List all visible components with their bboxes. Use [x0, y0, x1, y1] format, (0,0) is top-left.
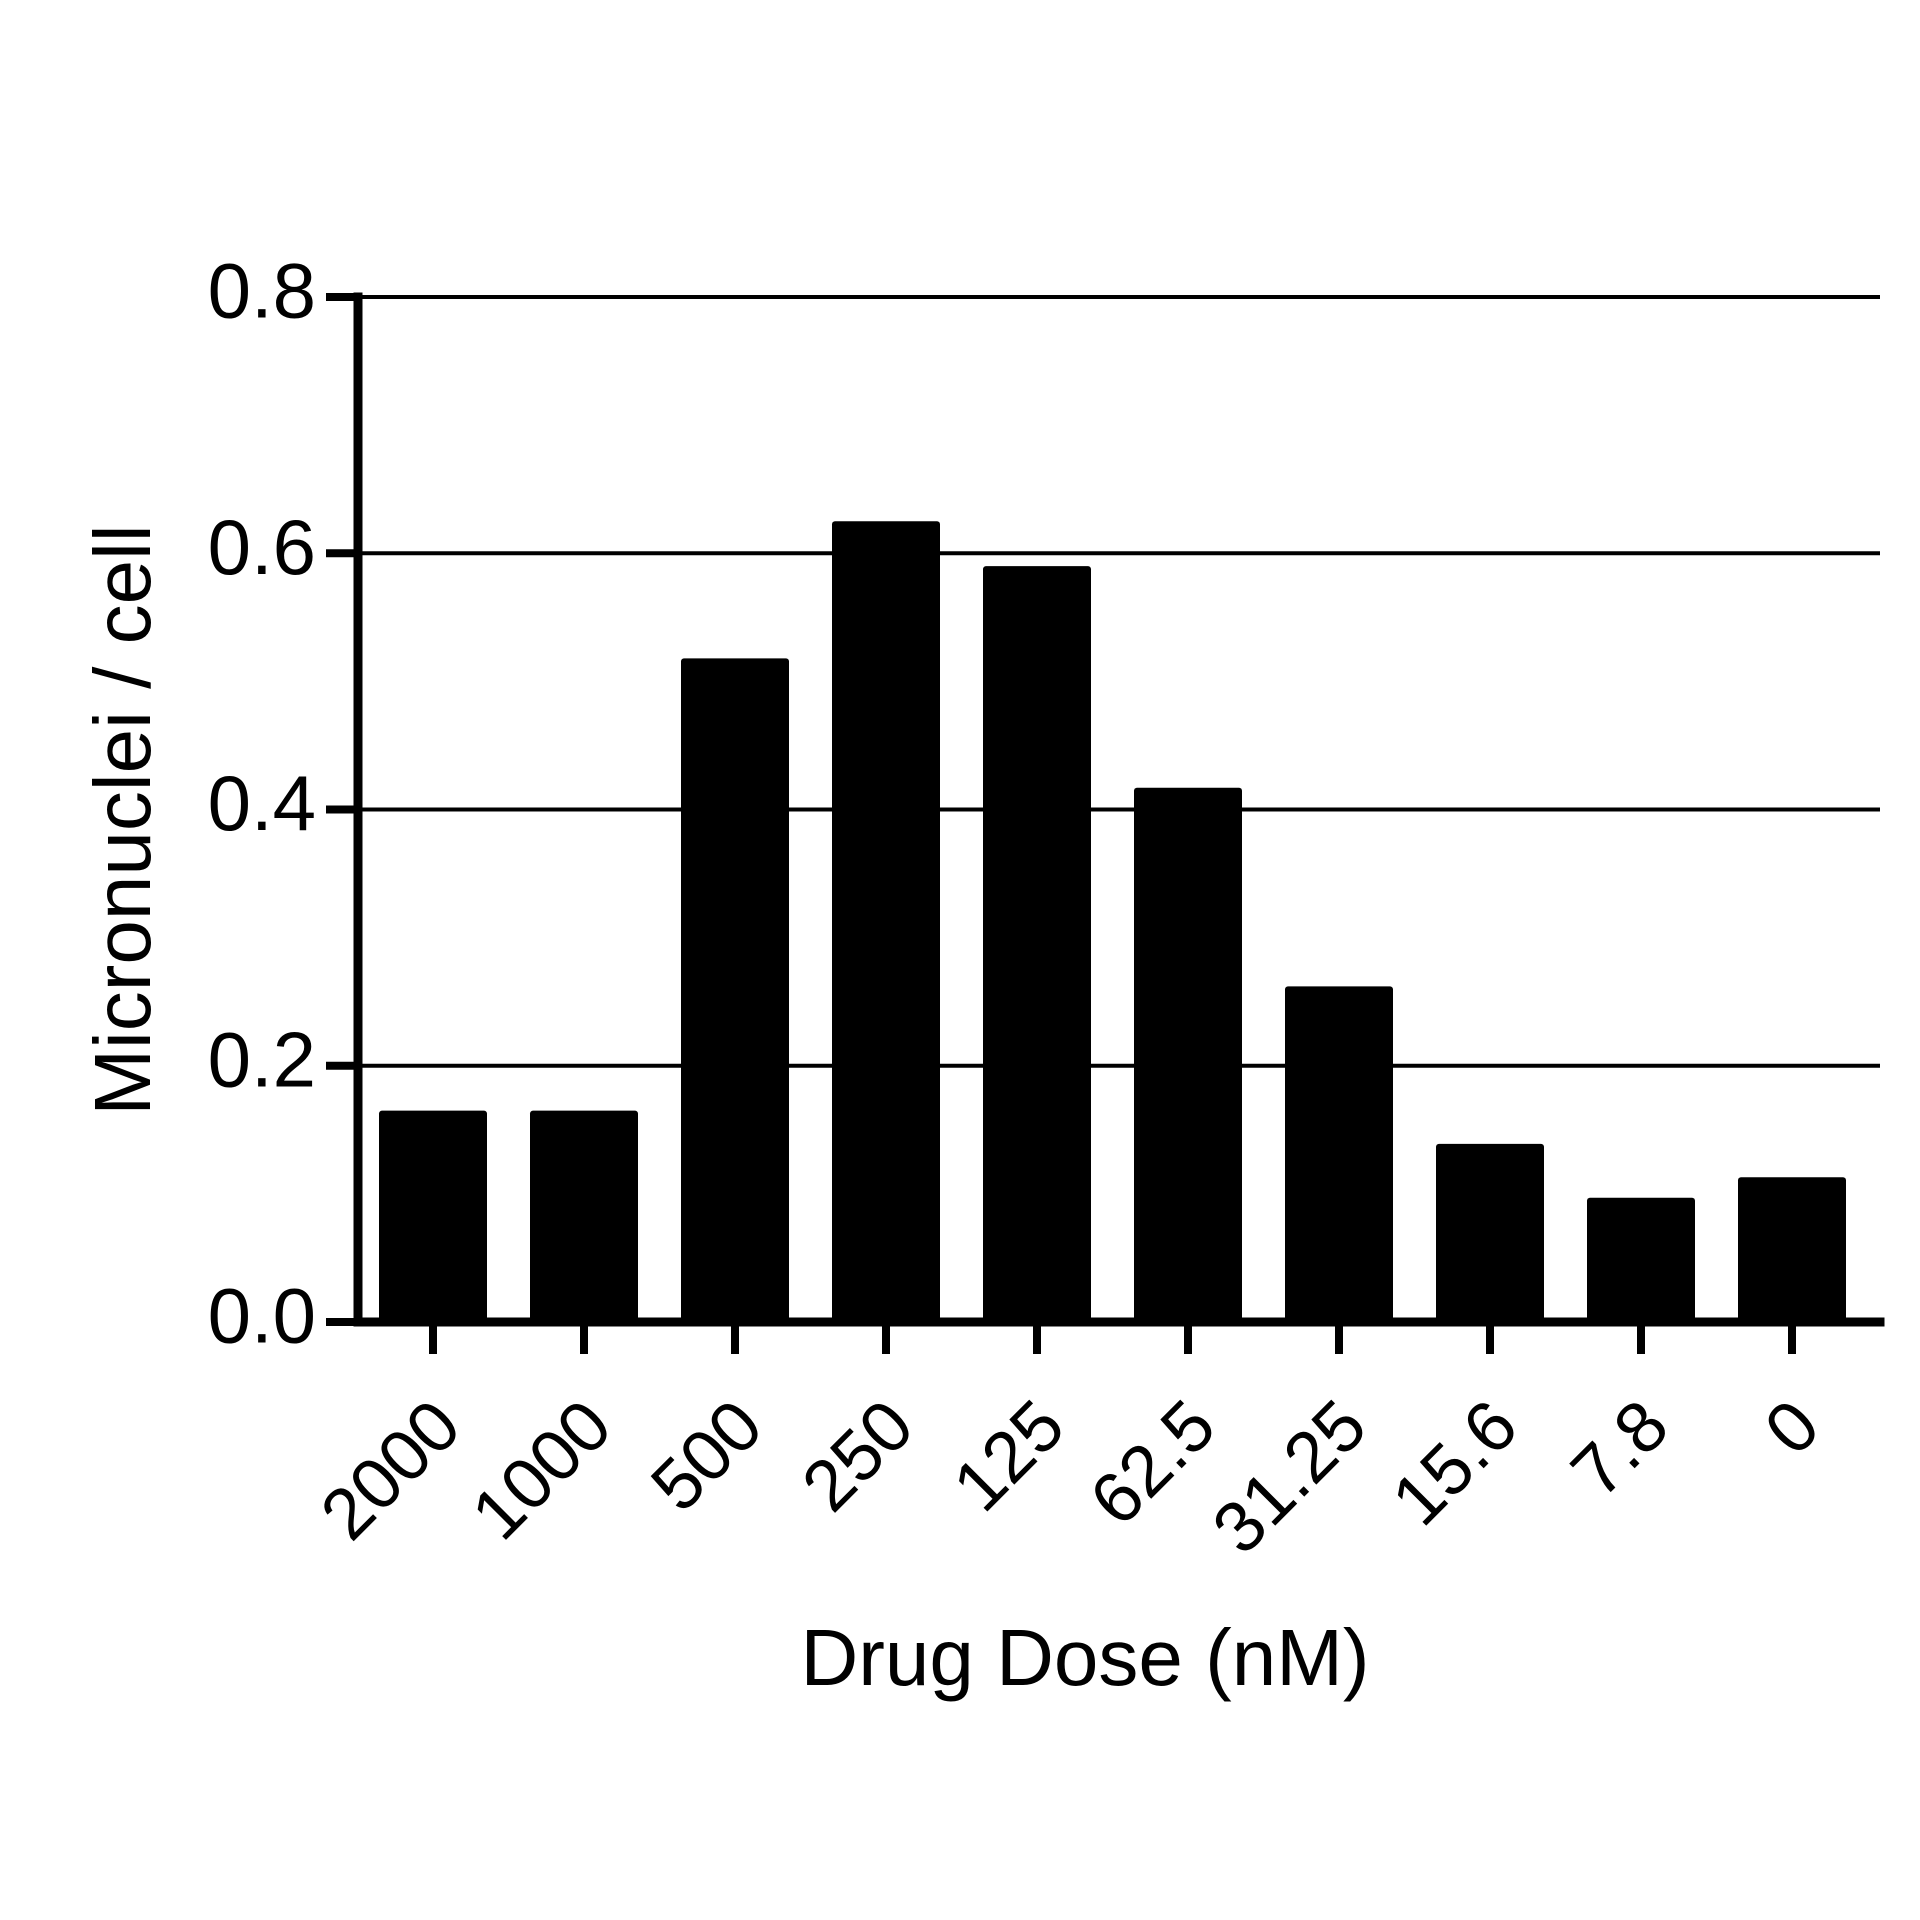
- x-tick-label: 500: [636, 1385, 778, 1527]
- bars: [379, 521, 1846, 1322]
- x-tick-label: 31.25: [1198, 1385, 1382, 1569]
- bar: [832, 521, 940, 1322]
- bar: [1738, 1177, 1846, 1322]
- x-tick-label: 1000: [457, 1385, 627, 1555]
- gridlines: [358, 295, 1880, 1068]
- x-tick-label: 0: [1750, 1385, 1835, 1470]
- x-tick-label: 2000: [306, 1385, 476, 1555]
- bar: [1436, 1143, 1544, 1322]
- x-axis-title: Drug Dose (nM): [800, 1613, 1369, 1702]
- bar: [983, 566, 1091, 1322]
- y-tick-label: 0.2: [208, 1015, 316, 1103]
- x-tick-label: 15.6: [1377, 1385, 1533, 1541]
- y-tick-label: 0.6: [208, 503, 316, 591]
- y-tick-label: 0.8: [208, 247, 316, 335]
- bar: [681, 658, 789, 1322]
- x-tick-label: 250: [787, 1385, 929, 1527]
- x-tick-label: 7.8: [1556, 1385, 1683, 1512]
- bar: [1587, 1197, 1695, 1322]
- y-ticks: 0.0 0.2 0.4 0.6 0.8: [208, 247, 358, 1360]
- x-tick-label: 125: [938, 1385, 1080, 1527]
- y-tick-label: 0.0: [208, 1272, 316, 1360]
- bar: [1285, 986, 1393, 1322]
- bar: [379, 1110, 487, 1322]
- y-axis-title: Micronuclei / cell: [78, 524, 167, 1115]
- y-tick-label: 0.4: [208, 759, 316, 847]
- bar: [1134, 787, 1242, 1322]
- bar: [530, 1110, 638, 1322]
